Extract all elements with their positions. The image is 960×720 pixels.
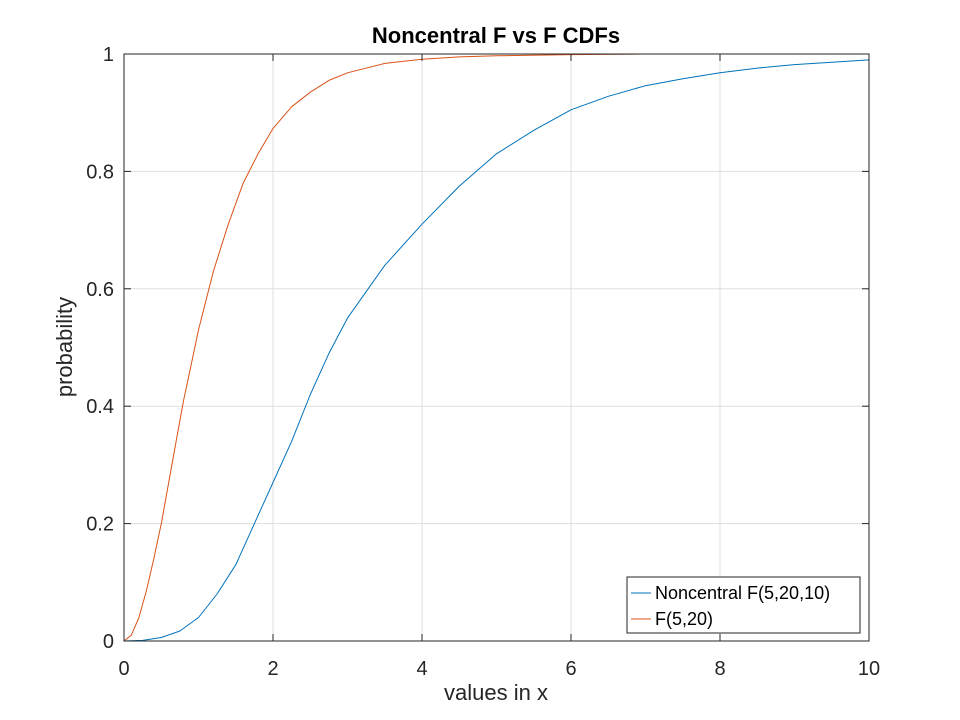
y-tick-label: 0.8 <box>86 161 114 183</box>
y-tick-label: 0 <box>103 631 114 653</box>
y-tick-label: 1 <box>103 44 114 66</box>
ticks: 0 2 4 6 8 10 0 0.2 0.4 0.6 0.8 1 <box>86 44 880 680</box>
y-tick-label: 0.2 <box>86 514 114 536</box>
x-tick-label: 10 <box>858 658 880 680</box>
series-line-2 <box>123 53 869 642</box>
x-tick-label: 4 <box>416 658 427 680</box>
x-tick-label: 0 <box>118 658 129 680</box>
legend-box <box>626 576 861 634</box>
legend[interactable]: Noncentral F(5,20,10) F(5,20) <box>626 576 861 634</box>
series-line-1 <box>123 59 870 642</box>
legend-entry-label: F(5,20) <box>655 609 713 629</box>
chart-title: Noncentral F vs F CDFs <box>372 23 620 48</box>
series-layer <box>123 53 870 642</box>
x-tick-label: 8 <box>714 658 725 680</box>
y-axis-label: probability <box>52 297 77 397</box>
x-axis-label: values in x <box>444 680 548 705</box>
x-tick-label: 6 <box>565 658 576 680</box>
plot-area <box>124 54 869 641</box>
x-tick-label: 2 <box>267 658 278 680</box>
y-tick-label: 0.6 <box>86 279 114 301</box>
axes-box <box>123 53 870 642</box>
y-tick-label: 0.4 <box>86 396 114 418</box>
legend-entry-label: Noncentral F(5,20,10) <box>655 583 830 603</box>
